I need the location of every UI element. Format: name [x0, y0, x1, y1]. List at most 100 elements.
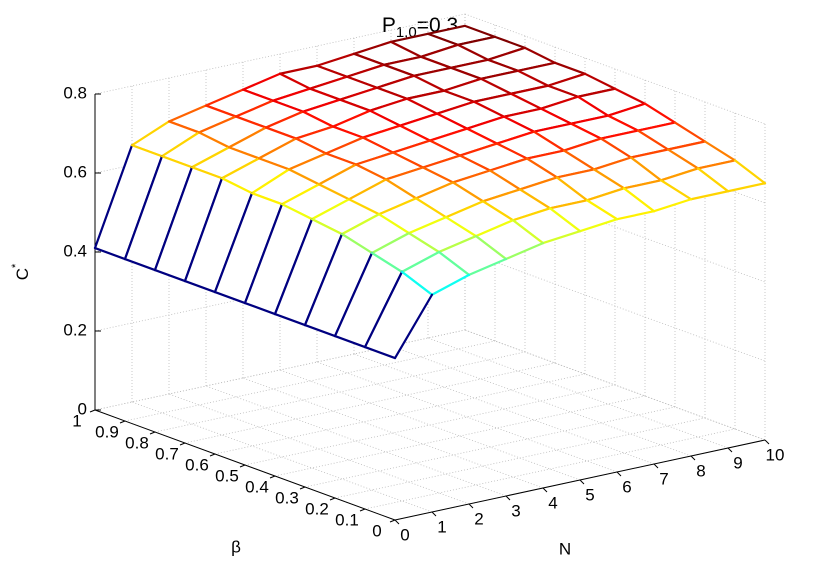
mesh-face — [564, 138, 631, 170]
mesh-face — [312, 199, 379, 235]
mesh-edge — [412, 66, 453, 77]
mesh-edge — [606, 114, 640, 132]
mesh-edge — [673, 121, 707, 143]
mesh-edge — [294, 137, 328, 155]
mesh-face — [668, 141, 735, 169]
mesh-edge — [555, 168, 596, 179]
mesh-edge — [523, 46, 557, 64]
mesh-edge — [599, 137, 633, 159]
mesh-edge — [435, 112, 469, 130]
mesh-face — [365, 271, 432, 359]
mesh-edge — [241, 88, 275, 102]
mesh-edge — [220, 157, 261, 180]
mesh-edge — [495, 142, 529, 160]
z-tick-label: 0.4 — [63, 241, 87, 260]
mesh-edge — [389, 32, 430, 43]
x-tick-label: 9 — [733, 453, 742, 472]
z-axis-label: C* — [10, 263, 33, 280]
mesh-edge — [622, 187, 656, 213]
mesh-face — [594, 157, 661, 189]
mesh-face — [252, 169, 319, 205]
mesh-edge — [509, 92, 543, 110]
mesh-edge — [592, 156, 633, 171]
x-tick-label: 3 — [511, 501, 520, 520]
mesh-edge — [472, 92, 513, 103]
mesh-edge — [583, 72, 617, 90]
mesh-edge — [502, 107, 543, 118]
x-tick-label: 0 — [400, 525, 409, 544]
mesh-face — [483, 189, 550, 221]
mesh-edge — [398, 112, 439, 127]
y-tick-label: 0.4 — [245, 477, 269, 496]
grid-line — [205, 385, 507, 497]
mesh-face — [638, 122, 705, 150]
mesh-edge — [273, 312, 307, 327]
mesh-edge — [333, 334, 367, 349]
mesh-face — [661, 168, 728, 200]
mesh-edge — [340, 233, 374, 255]
mesh-edge — [368, 109, 402, 127]
x-axis — [394, 439, 766, 521]
mesh-edge — [569, 122, 603, 140]
mesh-edge — [204, 104, 238, 118]
tick-mark — [727, 447, 733, 453]
grid-line — [94, 13, 466, 95]
mesh-face — [453, 170, 520, 202]
mesh-edge — [287, 152, 328, 171]
mesh-edge — [541, 230, 582, 245]
mesh-edge — [227, 146, 261, 160]
mesh-edge — [391, 151, 425, 169]
x-tick-label: 6 — [622, 477, 631, 496]
mesh-edge — [465, 127, 499, 145]
mesh-edge — [354, 163, 388, 181]
mesh-edge — [511, 219, 545, 245]
mesh-edge — [407, 216, 448, 235]
tick-mark — [431, 511, 437, 517]
mesh-edge — [370, 232, 411, 255]
mesh-edge — [338, 86, 379, 101]
mesh-edge — [167, 120, 201, 134]
tick-mark — [209, 453, 216, 457]
grid-line — [304, 406, 676, 488]
mesh-edge — [389, 40, 423, 58]
mesh-edge — [548, 199, 589, 210]
mesh-edge — [659, 167, 700, 182]
mesh-face — [245, 204, 312, 315]
mesh-edge — [442, 77, 483, 92]
mesh-edge — [548, 207, 582, 233]
mesh-edge — [525, 157, 559, 179]
mesh-edge — [539, 107, 573, 125]
y-tick-label: 0.1 — [335, 510, 359, 529]
mesh-edge — [532, 130, 566, 152]
mesh-edge — [419, 55, 453, 69]
mesh-face — [319, 164, 386, 200]
mesh-edge — [264, 126, 298, 140]
mesh-edge — [585, 187, 626, 202]
tick-mark — [269, 475, 276, 479]
grid-line — [316, 361, 618, 473]
mesh-edge — [347, 178, 388, 201]
mesh-edge — [518, 176, 559, 191]
mesh-edge — [703, 140, 737, 162]
mesh-edge — [463, 24, 497, 38]
mesh-edge — [361, 124, 402, 139]
mesh-edge — [280, 183, 321, 206]
mesh-face — [169, 105, 236, 133]
mesh-edge — [666, 140, 707, 151]
y-tick-label: 0.9 — [95, 422, 119, 441]
mesh-edge — [370, 251, 404, 273]
mesh-edge — [220, 177, 254, 195]
mesh-edge — [613, 87, 647, 105]
mesh-edge — [338, 98, 372, 112]
grid-line — [390, 345, 692, 457]
mesh-edge — [340, 213, 381, 236]
grid-line — [464, 13, 766, 125]
grid-line — [334, 417, 706, 499]
mesh-face — [557, 169, 624, 201]
mesh-edge — [493, 35, 527, 49]
grid-line — [274, 395, 646, 477]
mesh-edge — [442, 89, 476, 103]
grid-line — [427, 337, 729, 449]
mesh-edge — [562, 149, 596, 171]
mesh-edge — [472, 100, 506, 118]
